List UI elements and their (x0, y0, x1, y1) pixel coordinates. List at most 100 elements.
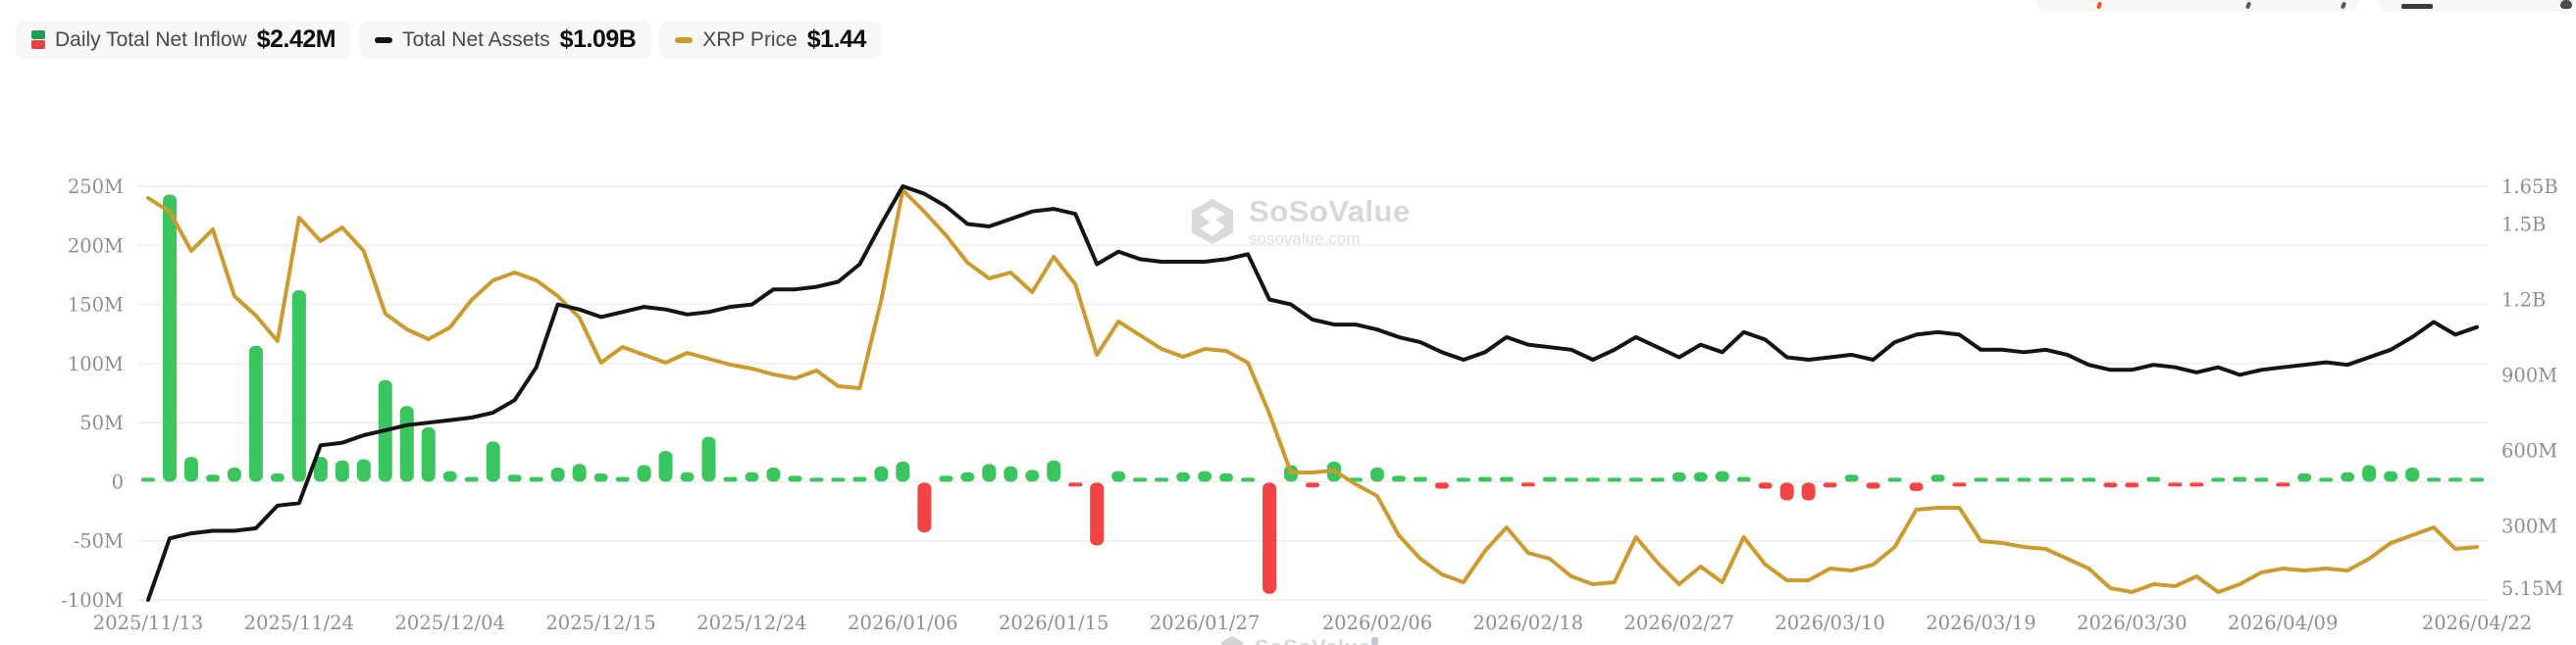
xrp-price-line[interactable] (146, 188, 2479, 594)
inflow-bar-positive[interactable] (745, 471, 759, 482)
inflow-bar-negative[interactable] (2168, 482, 2183, 487)
inflow-bar-positive[interactable] (2060, 477, 2075, 482)
inflow-bar-negative[interactable] (1866, 482, 1880, 489)
inflow-bar-negative[interactable] (2190, 482, 2204, 487)
inflow-bar-positive[interactable] (572, 464, 587, 482)
inflow-bar-negative[interactable] (917, 482, 932, 533)
inflow-bar-positive[interactable] (1241, 477, 1256, 482)
inflow-bar-positive[interactable] (615, 476, 630, 482)
inflow-bar-positive[interactable] (2319, 477, 2334, 482)
inflow-bar-positive[interactable] (356, 459, 371, 482)
inflow-bar-negative[interactable] (2103, 482, 2118, 488)
inflow-bar-positive[interactable] (960, 471, 975, 482)
inflow-bar-positive[interactable] (2448, 477, 2463, 482)
inflow-bar-positive[interactable] (550, 467, 565, 482)
inflow-bar-positive[interactable] (939, 475, 953, 482)
inflow-bar-positive[interactable] (1369, 467, 1384, 482)
inflow-bar-negative[interactable] (1801, 482, 1816, 501)
inflow-bar-negative[interactable] (2125, 482, 2139, 488)
inflow-bar-positive[interactable] (1736, 476, 1751, 482)
inflow-bar-positive[interactable] (1715, 471, 1729, 482)
inflow-bar-positive[interactable] (421, 426, 436, 482)
chart-toolbar-secondary[interactable] (2378, 0, 2576, 12)
inflow-bar-positive[interactable] (205, 474, 220, 482)
inflow-bar-negative[interactable] (1823, 482, 1837, 488)
inflow-bar-negative[interactable] (1758, 482, 1773, 489)
inflow-bar-negative[interactable] (1068, 482, 1083, 487)
inflow-bar-positive[interactable] (809, 477, 824, 482)
inflow-bar-positive[interactable] (291, 290, 306, 482)
inflow-bar-positive[interactable] (248, 345, 263, 482)
legend-item-xrp-price[interactable]: XRP Price $1.44 (659, 21, 882, 59)
minimize-icon[interactable] (2401, 4, 2433, 9)
inflow-bar-positive[interactable] (442, 471, 457, 482)
inflow-bar-positive[interactable] (2384, 471, 2398, 482)
inflow-bar-positive[interactable] (2038, 477, 2053, 482)
inflow-bar-positive[interactable] (140, 477, 155, 482)
inflow-bar-positive[interactable] (2146, 476, 2161, 482)
inflow-bar-positive[interactable] (1995, 477, 2010, 482)
inflow-bar-positive[interactable] (2233, 476, 2247, 482)
inflow-bar-positive[interactable] (183, 457, 198, 482)
inflow-bar-positive[interactable] (2427, 477, 2442, 482)
inflow-bar-positive[interactable] (1133, 477, 1148, 482)
inflow-bar-positive[interactable] (1176, 471, 1191, 482)
inflow-bar-positive[interactable] (1693, 471, 1708, 482)
inflow-bar-positive[interactable] (874, 466, 889, 482)
inflow-bar-positive[interactable] (1607, 477, 1622, 482)
inflow-bar-positive[interactable] (2405, 467, 2420, 482)
inflow-bar-positive[interactable] (399, 406, 414, 482)
inflow-bar-positive[interactable] (1650, 477, 1665, 482)
inflow-bar-positive[interactable] (1155, 477, 1169, 482)
inflow-bar-positive[interactable] (270, 472, 284, 482)
inflow-bar-negative[interactable] (1909, 482, 1924, 491)
inflow-bar-positive[interactable] (852, 476, 867, 482)
inflow-bar-positive[interactable] (831, 477, 846, 482)
inflow-bar-positive[interactable] (335, 460, 349, 482)
inflow-bar-positive[interactable] (227, 467, 241, 482)
inflow-bar-positive[interactable] (1198, 471, 1212, 482)
inflow-bar-positive[interactable] (680, 471, 695, 482)
inflow-bar-positive[interactable] (2017, 477, 2032, 482)
inflow-bar-positive[interactable] (1499, 476, 1514, 482)
legend-item-total-net-assets[interactable]: Total Net Assets $1.09B (359, 21, 652, 59)
inflow-bar-positive[interactable] (1219, 472, 1234, 482)
inflow-bar-positive[interactable] (1628, 477, 1643, 482)
inflow-bar-positive[interactable] (1004, 466, 1018, 482)
more-options-icon[interactable] (2560, 0, 2572, 9)
inflow-bar-positive[interactable] (507, 474, 522, 482)
inflow-bar-positive[interactable] (593, 472, 608, 482)
inflow-bar-negative[interactable] (1779, 482, 1794, 501)
inflow-bar-positive[interactable] (982, 464, 997, 482)
inflow-bar-positive[interactable] (2254, 477, 2269, 482)
inflow-bar-positive[interactable] (1585, 477, 1600, 482)
inflow-bar-positive[interactable] (2211, 477, 2226, 482)
inflow-bar-negative[interactable] (1090, 482, 1105, 546)
total-net-assets-line[interactable] (146, 184, 2479, 602)
inflow-bar-negative[interactable] (1306, 482, 1319, 488)
inflow-bar-positive[interactable] (1672, 471, 1686, 482)
inflow-bar-positive[interactable] (2341, 471, 2355, 482)
chart-toolbar[interactable] (2035, 0, 2359, 12)
inflow-bar-positive[interactable] (1025, 470, 1040, 482)
inflow-bar-positive[interactable] (637, 465, 651, 482)
inflow-bar-positive[interactable] (313, 457, 328, 482)
inflow-bar-positive[interactable] (766, 467, 781, 482)
inflow-bar-positive[interactable] (1974, 477, 1988, 482)
inflow-bar-positive[interactable] (788, 475, 802, 482)
inflow-bar-positive[interactable] (162, 194, 177, 482)
inflow-bar-positive[interactable] (1413, 476, 1427, 482)
inflow-bar-negative[interactable] (2276, 482, 2291, 487)
inflow-bar-positive[interactable] (896, 461, 910, 482)
inflow-bar-positive[interactable] (658, 451, 673, 482)
inflow-bar-positive[interactable] (1542, 476, 1557, 482)
inflow-bar-positive[interactable] (1456, 477, 1470, 482)
inflow-bar-positive[interactable] (529, 476, 543, 482)
inflow-bar-positive[interactable] (1111, 471, 1126, 482)
inflow-bar-positive[interactable] (1931, 474, 1945, 482)
inflow-bar-negative[interactable] (1952, 482, 1967, 487)
inflow-bar-positive[interactable] (723, 476, 738, 482)
inflow-bar-positive[interactable] (1887, 477, 1902, 482)
inflow-bar-positive[interactable] (486, 441, 500, 482)
